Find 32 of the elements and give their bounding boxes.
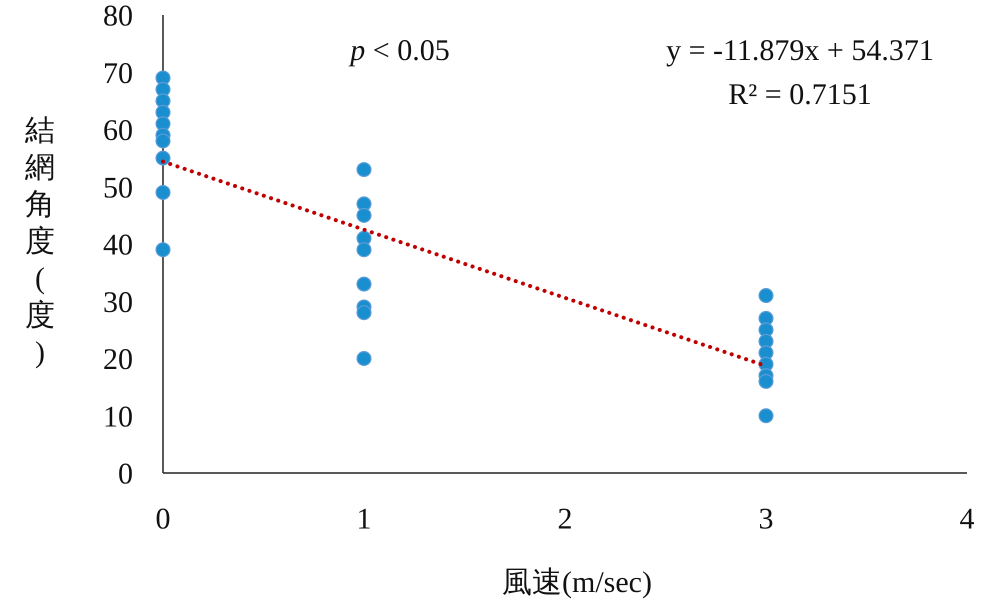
x-tick-label: 0 xyxy=(156,502,170,536)
x-tick-label: 1 xyxy=(356,502,372,536)
annotation: R² = 0.7151 xyxy=(728,78,872,111)
point xyxy=(356,208,372,223)
y-tick-label: 80 xyxy=(103,0,133,32)
y-tick-label: 10 xyxy=(103,400,133,434)
point xyxy=(758,374,774,389)
x-tick-label: 4 xyxy=(960,502,974,536)
y-tick-label: 30 xyxy=(103,286,133,319)
point xyxy=(356,305,372,320)
annotation: p < 0.05 xyxy=(348,34,450,67)
point xyxy=(356,242,372,258)
annotation: y = -11.879x + 54.371 xyxy=(666,34,934,67)
y-tick-label: 70 xyxy=(103,56,133,90)
y-tick-label: 20 xyxy=(103,343,133,376)
y-tick-label: 60 xyxy=(103,114,133,147)
y-tick-label: 40 xyxy=(103,228,133,262)
y-tick-label: 50 xyxy=(103,171,133,204)
point xyxy=(356,351,372,366)
point xyxy=(155,184,171,200)
x-tick-label: 2 xyxy=(558,502,572,536)
x-axis-title: 風速(m/sec) xyxy=(502,566,652,599)
point xyxy=(356,162,372,178)
point xyxy=(758,408,774,424)
point xyxy=(758,288,774,304)
point xyxy=(155,150,171,166)
point xyxy=(155,133,171,148)
y-axis-title: 結網角度(度) xyxy=(24,114,55,369)
point xyxy=(356,276,372,292)
y-tick-label: 0 xyxy=(118,458,133,490)
x-tick-label: 3 xyxy=(758,502,774,536)
point xyxy=(155,242,171,258)
